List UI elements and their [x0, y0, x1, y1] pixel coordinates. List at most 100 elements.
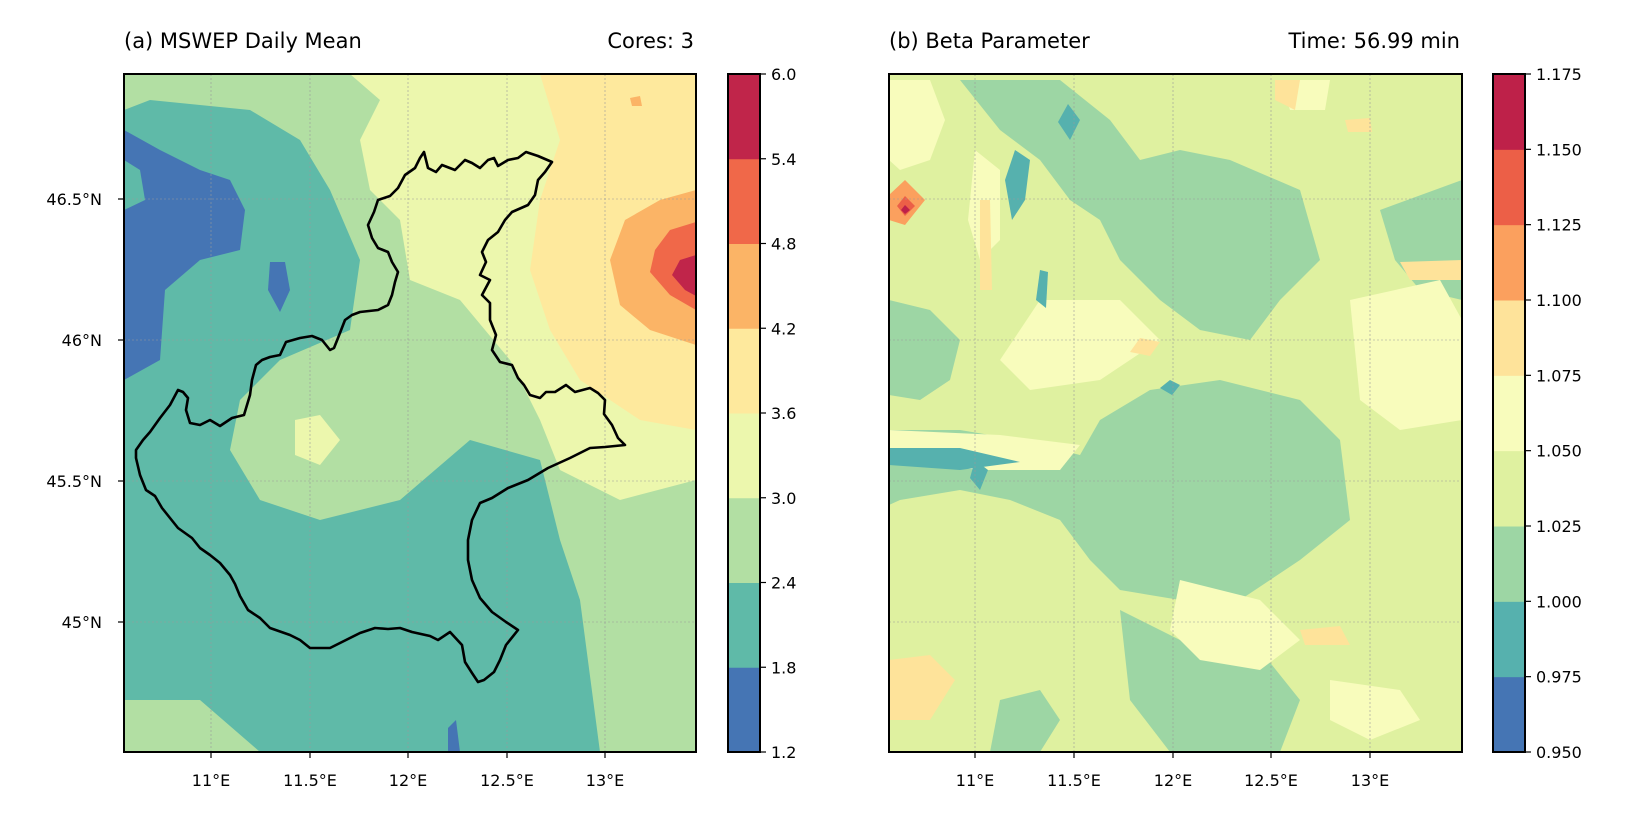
y-tick-label: 45°N	[62, 613, 102, 632]
x-tick-label: 11°E	[956, 771, 994, 790]
colorbar-tick-label: 1.175	[1536, 65, 1582, 84]
colorbar-segment	[1493, 74, 1525, 150]
panel-b-xaxis: 11°E 11.5°E 12°E 12.5°E 13°E	[956, 752, 1389, 790]
field-level-2-patch	[1058, 104, 1080, 140]
colorbar-segment	[1493, 300, 1525, 376]
field-level-6-patch	[1130, 338, 1160, 356]
x-tick-label: 13°E	[586, 771, 624, 790]
panel-b-gridlines	[889, 74, 1462, 752]
panel-a-colorbar: 1.2 1.8 2.4 3.0 3.6 4.2 4.8 5.4 6.0	[727, 65, 796, 762]
colorbar-segment	[1493, 375, 1525, 452]
x-tick-label: 11.5°E	[283, 771, 337, 790]
field-level-5-patch-nw	[889, 80, 945, 170]
colorbar-segment	[728, 667, 760, 753]
region-boundary-a	[134, 150, 627, 684]
colorbar-tick-label: 1.050	[1536, 442, 1582, 461]
field-level-3-band-north	[960, 80, 1320, 340]
panel-a-yaxis: 46.5°N 46°N 45.5°N 45°N	[46, 190, 124, 632]
colorbar-tick-label: 1.075	[1536, 366, 1582, 385]
field-level-5-patch-se	[1330, 680, 1420, 740]
field-level-6-patch	[1345, 118, 1372, 132]
field-level-6-patch-s	[1300, 626, 1350, 645]
panel-a-gridlines	[124, 74, 696, 752]
field-level-1-patch	[268, 262, 290, 312]
field-level-5-band-mid	[1000, 300, 1160, 390]
colorbar-segment	[728, 243, 760, 329]
field-level-8-band	[672, 255, 696, 296]
colorbar-tick-label: 3.6	[771, 404, 796, 423]
field-level-5-patch-e	[1350, 280, 1462, 430]
field-level-2-patch	[1160, 380, 1180, 395]
field-level-6-patch	[630, 96, 642, 106]
panel-a-title: (a) MSWEP Daily Mean	[124, 29, 362, 53]
x-tick-label: 11°E	[192, 771, 230, 790]
panel-b-colorbar: 0.950 0.975 1.000 1.025 1.050 1.075 1.100 1.125…	[1492, 65, 1582, 762]
colorbar-segment	[1493, 149, 1525, 226]
colorbar-segment	[728, 497, 760, 583]
colorbar-tick-label: 1.150	[1536, 140, 1582, 159]
panel-b-axes-frame	[888, 73, 1463, 753]
field-level-6-streak	[980, 200, 992, 290]
colorbar-tick-label: 1.125	[1536, 216, 1582, 235]
field-level-3-patch-s	[1120, 610, 1300, 752]
field-level-6-patch-ne	[1275, 80, 1300, 110]
colorbar-segment	[1493, 450, 1525, 527]
panel-b-time-label: Time: 56.99 min	[1287, 29, 1460, 53]
field-level-6-patch-sw	[889, 655, 955, 720]
colorbar-tick-label: 4.8	[771, 235, 796, 254]
panel-a-cores-label: Cores: 3	[607, 29, 694, 53]
field-level-2-patch	[970, 460, 988, 490]
colorbar-tick-label: 0.950	[1536, 743, 1582, 762]
field-level-4-patch	[295, 415, 340, 465]
panel-a-axes-frame	[123, 73, 697, 753]
field-level-3-band	[889, 380, 1350, 600]
x-tick-label: 12.5°E	[1244, 771, 1298, 790]
colorbar-segment	[728, 413, 760, 499]
field-level-5-patch-s	[1170, 580, 1300, 670]
colorbar-frame	[1492, 73, 1526, 753]
colorbar-segment	[1493, 224, 1525, 301]
colorbar-segment	[1493, 676, 1525, 753]
panel-b-map	[889, 74, 1462, 752]
panel-b: (b) Beta Parameter Time: 56.99 min	[888, 29, 1582, 790]
field-level-2-patch	[1005, 150, 1030, 220]
x-tick-label: 11.5°E	[1047, 771, 1101, 790]
colorbar-segment	[728, 74, 760, 160]
colorbar-tick-label: 1.025	[1536, 517, 1582, 536]
colorbar-segment	[728, 582, 760, 668]
x-tick-label: 12°E	[389, 771, 427, 790]
colorbar-tick-label: 1.8	[771, 658, 796, 677]
panel-a-xaxis: 11°E 11.5°E 12°E 12.5°E 13°E	[192, 752, 624, 790]
colorbar-tick-label: 2.4	[771, 574, 796, 593]
colorbar-tick-label: 1.2	[771, 743, 796, 762]
field-level-9-patch	[901, 205, 910, 214]
x-tick-label: 12.5°E	[480, 771, 534, 790]
field-level-3-patch-sw	[124, 700, 260, 752]
panel-a-map	[124, 74, 696, 752]
x-tick-label: 12°E	[1154, 771, 1192, 790]
colorbar-segment	[1493, 526, 1525, 602]
panel-b-title: (b) Beta Parameter	[889, 29, 1090, 53]
field-level-1-patch-s	[448, 720, 460, 752]
y-tick-label: 45.5°N	[46, 472, 102, 491]
y-tick-label: 46°N	[62, 331, 102, 350]
colorbar-tick-label: 5.4	[771, 150, 796, 169]
colorbar-segment	[728, 328, 760, 414]
field-level-2-patch	[124, 160, 145, 210]
y-tick-label: 46.5°N	[46, 190, 102, 209]
colorbar-tick-label: 1.100	[1536, 291, 1582, 310]
field-level-6-patch-e	[1400, 260, 1462, 280]
colorbar-tick-label: 4.2	[771, 319, 796, 338]
panel-a: (a) MSWEP Daily Mean Cores: 3	[46, 29, 796, 790]
field-level-1-band	[124, 130, 245, 380]
field-level-3-patch-sw	[990, 690, 1060, 752]
colorbar-tick-label: 0.975	[1536, 668, 1582, 687]
field-level-2-patch	[1036, 270, 1048, 308]
colorbar-segment	[728, 158, 760, 244]
colorbar-tick-label: 3.0	[771, 489, 796, 508]
colorbar-tick-label: 6.0	[771, 65, 796, 84]
colorbar-tick-label: 1.000	[1536, 592, 1582, 611]
x-tick-label: 13°E	[1351, 771, 1389, 790]
field-level-2-band-w	[889, 448, 1020, 470]
